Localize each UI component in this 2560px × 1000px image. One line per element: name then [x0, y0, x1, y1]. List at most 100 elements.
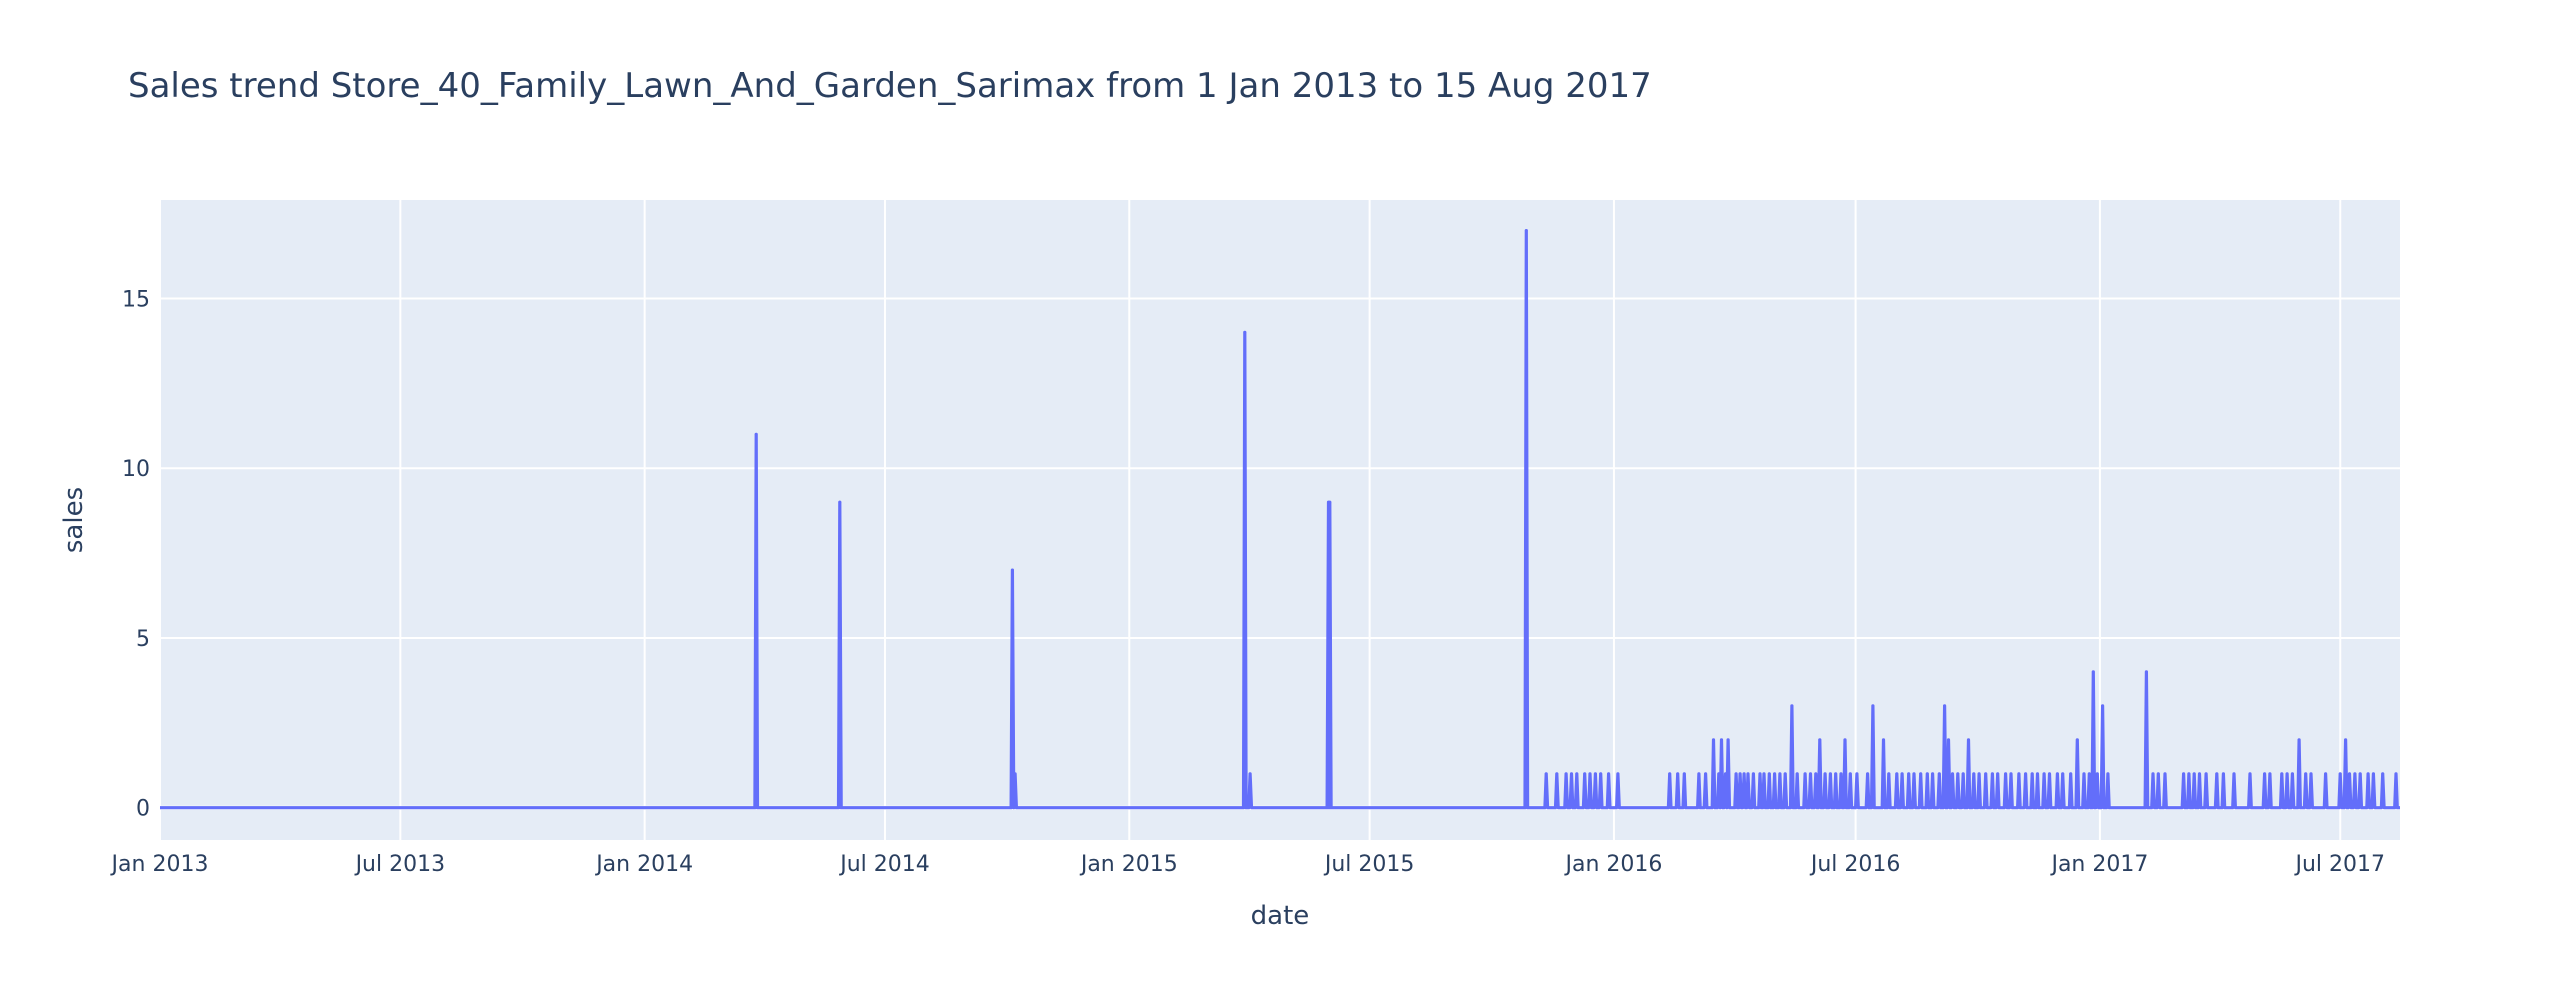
data-point	[1882, 738, 1885, 742]
data-point	[1734, 772, 1738, 776]
data-point	[1570, 772, 1573, 776]
x-tick-label: Jul 2016	[1809, 852, 1901, 877]
data-point	[1818, 738, 1822, 742]
x-tick-label: Jan 2014	[594, 852, 693, 877]
data-point	[2268, 772, 2272, 776]
data-point	[2151, 772, 2155, 776]
x-tick-label: Jul 2013	[354, 852, 446, 877]
y-tick-label: 5	[136, 627, 150, 652]
data-point	[1839, 772, 1843, 776]
data-point	[2004, 772, 2008, 776]
data-point	[1697, 772, 1701, 776]
y-tick-label: 0	[136, 797, 150, 822]
data-point	[1871, 704, 1875, 708]
data-point	[1803, 772, 1807, 776]
data-point	[2144, 670, 2148, 674]
data-point	[2182, 772, 2185, 776]
data-point	[1866, 772, 1869, 776]
data-point	[1809, 772, 1812, 776]
x-tick-label: Jan 2017	[2049, 852, 2148, 877]
x-tick-label: Jul 2014	[838, 852, 930, 877]
data-point	[2358, 772, 2362, 776]
data-point	[1767, 772, 1771, 776]
data-point	[1900, 772, 1904, 776]
data-point	[2048, 772, 2051, 776]
data-point	[2036, 772, 2039, 776]
data-point	[1855, 772, 1859, 776]
data-point	[1848, 772, 1852, 776]
x-tick-label: Jul 2015	[1323, 852, 1415, 877]
data-point	[1828, 772, 1832, 776]
data-point	[2192, 772, 2196, 776]
plot-area	[160, 200, 2400, 840]
data-point	[1717, 772, 1721, 776]
data-point	[1773, 772, 1777, 776]
data-point	[2372, 772, 2375, 776]
data-point	[2087, 772, 2091, 776]
data-point	[2324, 772, 2328, 776]
data-point	[1814, 772, 1818, 776]
data-point	[1616, 772, 1620, 776]
data-point	[1588, 772, 1592, 776]
data-point	[1972, 772, 1976, 776]
data-point	[1778, 772, 1782, 776]
x-tick-label: Jul 2017	[2293, 852, 2385, 877]
data-point	[1011, 568, 1014, 572]
data-point	[1742, 772, 1746, 776]
data-point	[1726, 738, 1730, 742]
data-point	[1947, 738, 1950, 742]
data-point	[2344, 738, 2347, 742]
data-point	[1895, 772, 1899, 776]
data-point	[1762, 772, 1766, 776]
data-point	[1676, 772, 1680, 776]
data-point	[2009, 772, 2013, 776]
data-point	[2348, 772, 2351, 776]
data-point	[1575, 772, 1579, 776]
data-point	[1544, 772, 1548, 776]
data-point	[2082, 772, 2086, 776]
data-point	[2030, 772, 2034, 776]
data-point	[1607, 772, 1611, 776]
data-point	[2304, 772, 2308, 776]
data-point	[1712, 738, 1715, 742]
data-point	[1919, 772, 1923, 776]
data-point	[2075, 738, 2079, 742]
data-point	[2263, 772, 2266, 776]
data-point	[2069, 772, 2073, 776]
data-point	[2338, 772, 2342, 776]
data-point	[1243, 331, 1247, 334]
chart-title: Sales trend Store_40_Family_Lawn_And_Gar…	[128, 66, 1652, 106]
data-point	[2095, 772, 2099, 776]
data-point	[2232, 772, 2236, 776]
data-point	[1996, 772, 2000, 776]
data-point	[2024, 772, 2027, 776]
data-point	[2042, 772, 2046, 776]
data-point	[1925, 772, 1929, 776]
data-point	[2291, 772, 2294, 776]
data-point	[1738, 772, 1742, 776]
data-point	[1704, 772, 1707, 776]
data-point	[1682, 772, 1686, 776]
data-point	[1583, 772, 1587, 776]
data-point	[1248, 772, 1252, 776]
x-tick-label: Jan 2013	[110, 852, 209, 877]
data-point	[2285, 772, 2289, 776]
data-point	[2222, 772, 2225, 776]
data-point	[1555, 772, 1559, 776]
data-point	[2187, 772, 2191, 776]
data-point	[2280, 772, 2284, 776]
series-layer	[160, 229, 2400, 810]
data-point	[1912, 772, 1916, 776]
data-point	[2248, 772, 2252, 776]
data-point	[1887, 772, 1891, 776]
data-point	[1931, 772, 1935, 776]
x-axis-ticks: Jan 2013 Jul 2013 Jan 2014 Jul 2014 Jan 2015…	[110, 852, 2385, 877]
data-point	[1328, 500, 1332, 504]
data-point	[1599, 772, 1603, 776]
data-point	[1951, 772, 1954, 776]
data-point	[2309, 772, 2313, 776]
data-point	[2061, 772, 2065, 776]
data-point	[2204, 772, 2208, 776]
data-point	[838, 500, 842, 504]
data-point	[1961, 772, 1965, 776]
